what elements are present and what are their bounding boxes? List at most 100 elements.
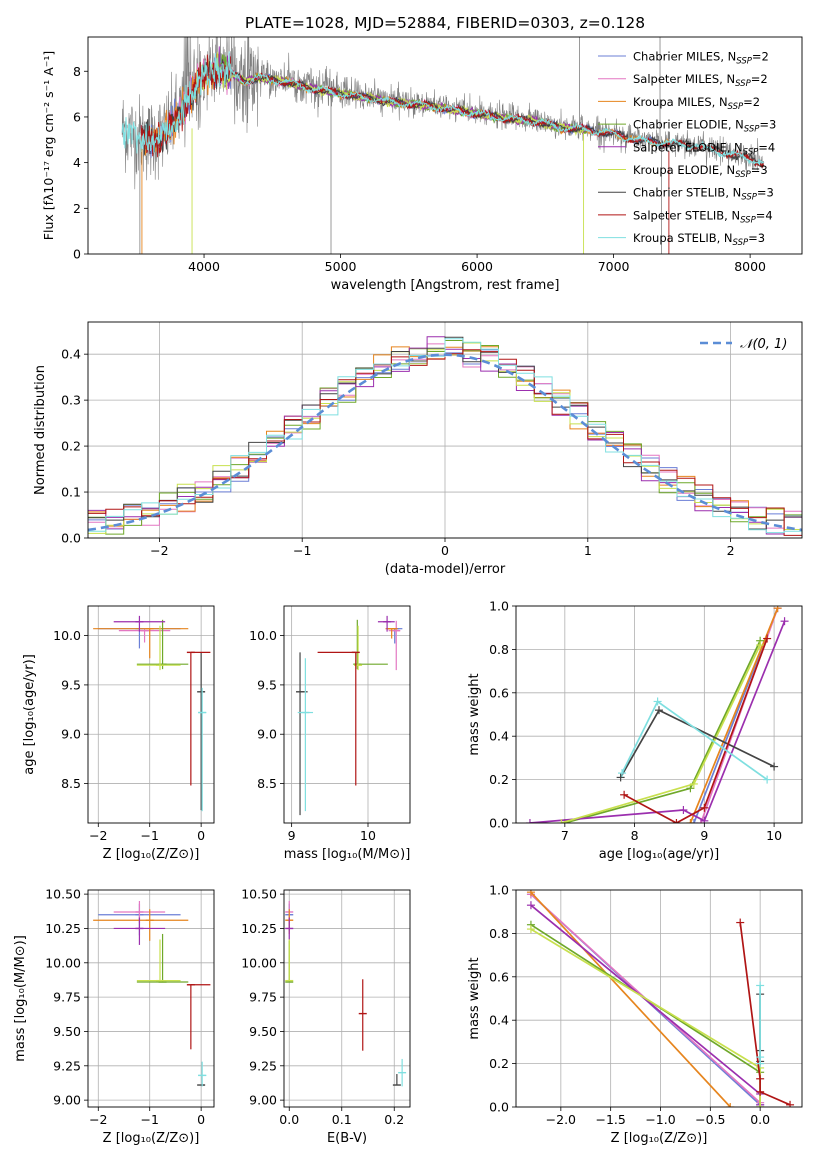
- y-tick-label: 0.6: [489, 685, 509, 700]
- y-tick-label: 0.4: [489, 1013, 509, 1028]
- age_vs_mass-panel: 9 10 8.5 9.0 9.5 10.0 mass [log₁₀(M/M⊙)]: [249, 605, 411, 862]
- x-tick-label: 4000: [188, 259, 220, 274]
- mass_vs_ebv-panel: 0.0 0.1 0.2 9.00 9.25 9.50 9.75 10.00 10.25 10.50…: [241, 887, 411, 1146]
- x-tick-label: 0: [197, 828, 205, 843]
- x-tick-label: −1.5: [595, 1112, 625, 1127]
- series-line-kroupa_elodie: [530, 928, 761, 1107]
- y-tick-label: 6: [73, 109, 81, 124]
- mass_vs_ebv-plot-area: [285, 900, 407, 1087]
- axes-frame: [515, 889, 803, 1108]
- y-tick-label: 0.4: [61, 347, 81, 362]
- residuals-panel: −2 −1 0 1 2 0.0 0.1 0.2 0.3 0.4 (data-model)/error…: [33, 321, 803, 577]
- y-tick-label: 10.0: [249, 628, 277, 643]
- x-tick-label: 10: [766, 828, 782, 843]
- x-axis-label: Z [log₁₀(Z/Z⊙)]: [611, 1131, 708, 1146]
- series-line-kroupa_miles: [689, 607, 779, 823]
- y-tick-label: 10.0: [53, 628, 81, 643]
- y-axis-label: age [log₁₀(age/yr)]: [22, 654, 37, 775]
- legend-entry: Chabrier STELIB, NSSP=3: [633, 186, 774, 203]
- spectrum-panel: 4000 5000 6000 7000 8000 0 2 4 6 8 wavelength [Ang…: [41, 14, 803, 293]
- age_vs_mass-plot-area: [296, 615, 403, 816]
- y-tick-label: 2: [73, 201, 81, 216]
- x-tick-label: −0.5: [695, 1112, 725, 1127]
- x-tick-label: −2: [89, 1112, 107, 1127]
- axes-frame: [87, 605, 215, 824]
- y-tick-label: 9.5: [257, 677, 277, 692]
- series-line-kroupa_miles: [530, 891, 731, 1107]
- x-tick-label: 2: [727, 543, 735, 558]
- x-tick-label: −2: [150, 543, 168, 558]
- series-line-chabrier_elodie: [564, 640, 761, 823]
- series-line-salpeter_elodie: [529, 620, 786, 823]
- y-tick-label: 0.3: [61, 393, 81, 408]
- y-tick-label: 10.00: [241, 955, 277, 970]
- y-axis-label: mass weight: [467, 673, 482, 755]
- legend-entry: Kroupa MILES, NSSP=2: [633, 95, 760, 112]
- y-tick-label: 0.8: [489, 926, 509, 941]
- y-tick-label: 0.0: [489, 816, 509, 831]
- y-axis-label: mass weight: [467, 957, 482, 1039]
- x-tick-label: −1: [140, 828, 158, 843]
- y-tick-label: 9.50: [53, 1024, 81, 1039]
- axes-frame: [87, 321, 803, 539]
- y-tick-label: 9.0: [257, 727, 277, 742]
- y-tick-label: 9.0: [61, 727, 81, 742]
- age_vs_Z-panel: −2 −1 0 8.5 9.0 9.5 10.0 Z [log₁₀(Z/Z⊙)] age [lo…: [22, 605, 215, 862]
- x-tick-label: 8000: [734, 259, 766, 274]
- x-axis-label: mass [log₁₀(M/M⊙)]: [284, 847, 411, 862]
- x-tick-label: 0: [197, 1112, 205, 1127]
- x-tick-label: −1: [140, 1112, 158, 1127]
- mass_vs_Z-panel: −2 −1 0 9.00 9.25 9.50 9.75 10.00 10.25 10.50 Z [l…: [13, 887, 215, 1146]
- series-line-salpeter_elodie: [530, 904, 761, 1105]
- y-tick-label: 9.75: [249, 990, 277, 1005]
- x-tick-label: 7: [561, 828, 569, 843]
- legend-entry: Kroupa ELODIE, NSSP=3: [633, 163, 768, 180]
- y-tick-label: 0.0: [489, 1100, 509, 1115]
- axes-frame: [283, 605, 411, 824]
- x-tick-label: −1.0: [645, 1112, 675, 1127]
- y-tick-label: 10.25: [45, 921, 81, 936]
- data-spectrum-line: [121, 37, 765, 190]
- residuals-plot-area: [88, 336, 802, 536]
- x-axis-label: Z [log₁₀(Z/Z⊙)]: [103, 847, 200, 862]
- x-tick-label: 10: [360, 828, 376, 843]
- y-tick-label: 0.6: [489, 969, 509, 984]
- x-tick-label: −1: [293, 543, 311, 558]
- y-tick-label: 1.0: [489, 883, 509, 898]
- legend: Chabrier MILES, NSSP=2 Salpeter MILES, NS…: [598, 50, 776, 248]
- weight_vs_age-plot-area: [525, 606, 789, 823]
- y-axis-label: Normed distribution: [33, 365, 48, 495]
- x-tick-label: 1: [584, 543, 592, 558]
- y-tick-label: 0.2: [489, 772, 509, 787]
- legend-entry: Salpeter MILES, NSSP=2: [633, 72, 768, 89]
- x-tick-label: 0: [441, 543, 449, 558]
- age_vs_Z-plot-area: [93, 615, 211, 812]
- y-tick-label: 9.25: [53, 1058, 81, 1073]
- x-tick-label: 7000: [598, 259, 630, 274]
- y-tick-label: 9.25: [249, 1058, 277, 1073]
- chart-title: PLATE=1028, MJD=52884, FIBERID=0303, z=0…: [245, 14, 645, 32]
- weight_vs_age-panel: 7 8 9 10 0.0 0.2 0.4 0.6 0.8 1.0 age [log₁₀(age/yr…: [467, 599, 803, 862]
- legend-entry: Salpeter ELODIE, NSSP=4: [633, 140, 775, 157]
- y-tick-label: 9.00: [249, 1093, 277, 1108]
- x-tick-label: 9: [288, 828, 296, 843]
- y-tick-label: 0: [73, 247, 81, 262]
- y-tick-label: 9.75: [53, 990, 81, 1005]
- x-axis-label: (data-model)/error: [385, 562, 506, 577]
- y-tick-label: 0.2: [61, 439, 81, 454]
- y-tick-label: 8.5: [257, 776, 277, 791]
- axes-frame: [283, 889, 411, 1108]
- y-tick-label: 0.2: [489, 1056, 509, 1071]
- mass_vs_Z-plot-area: [93, 900, 211, 1087]
- x-tick-label: 8: [631, 828, 639, 843]
- weight_vs_Z-panel: −2.0 −1.5 −1.0 −0.5 0.0 0.0 0.2 0.4 0.6 0.8 1.0 Z […: [467, 883, 803, 1146]
- x-tick-label: 9: [700, 828, 708, 843]
- y-tick-label: 9.50: [249, 1024, 277, 1039]
- y-tick-label: 1.0: [489, 599, 509, 614]
- y-tick-label: 10.00: [45, 955, 81, 970]
- legend-entry: Salpeter STELIB, NSSP=4: [633, 208, 773, 225]
- y-tick-label: 9.00: [53, 1093, 81, 1108]
- axes-frame: [87, 889, 215, 1108]
- y-tick-label: 4: [73, 155, 81, 170]
